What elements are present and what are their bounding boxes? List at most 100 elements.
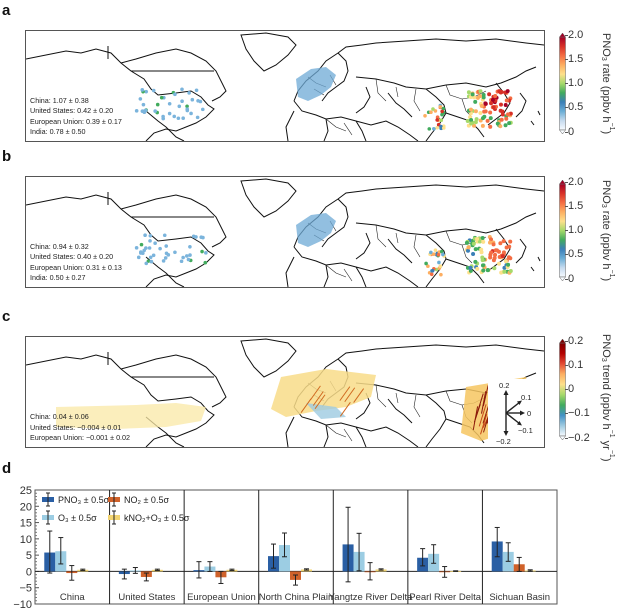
station-point xyxy=(194,235,198,239)
station-point xyxy=(503,123,508,128)
station-point xyxy=(502,269,507,274)
station-point xyxy=(478,110,483,115)
stat-united-states: United States: 0.40 ± 0.20 xyxy=(30,252,114,262)
coastline xyxy=(26,354,215,447)
station-point xyxy=(439,249,444,254)
stat-china: China: 1.07 ± 0.38 xyxy=(30,95,89,105)
station-point xyxy=(485,268,490,273)
station-point xyxy=(491,258,496,263)
station-point xyxy=(151,88,156,93)
station-point xyxy=(505,89,510,94)
station-point xyxy=(434,267,439,272)
coastline xyxy=(285,256,295,287)
coastline xyxy=(321,52,349,102)
station-point xyxy=(493,252,498,257)
station-point xyxy=(473,120,478,125)
station-point xyxy=(166,253,171,257)
trend-arrow xyxy=(481,391,487,414)
y-tick-label: 20 xyxy=(20,501,32,513)
legend-item-k: kNO₂+O₃ ± 0.5σ xyxy=(108,510,190,525)
station-point xyxy=(139,242,144,247)
coastline xyxy=(120,194,227,248)
station-point xyxy=(138,97,143,101)
station-point xyxy=(489,101,494,106)
station-point xyxy=(441,106,446,111)
station-point xyxy=(495,121,500,126)
station-point xyxy=(501,250,506,255)
station-point xyxy=(481,95,486,100)
coastline xyxy=(293,184,544,248)
station-point xyxy=(499,117,504,122)
legend-label: kNO₂+O₃ ± 0.5σ xyxy=(124,513,190,523)
station-point xyxy=(200,249,204,254)
country-border xyxy=(461,244,473,264)
station-point xyxy=(177,104,182,109)
station-point xyxy=(506,112,511,117)
station-point xyxy=(482,114,487,119)
station-point xyxy=(439,118,444,123)
station-point xyxy=(473,247,478,252)
coastline xyxy=(120,354,227,408)
station-point xyxy=(498,102,503,107)
category-label: United States xyxy=(118,592,175,603)
station-point xyxy=(185,104,189,109)
station-point xyxy=(148,233,153,238)
coastline xyxy=(285,416,295,447)
station-point xyxy=(195,115,200,120)
map-panel-c: China: 0.04 ± 0.06 United States: −0.004… xyxy=(25,336,545,448)
station-point xyxy=(466,248,471,253)
title-part: PNO xyxy=(600,33,613,57)
colorbar-tick: 0.5 xyxy=(564,101,584,113)
stat-european-union: European Union: 0.39 ± 0.17 xyxy=(30,116,122,126)
map-panel-b: China: 0.94 ± 0.32 United States: 0.40 ±… xyxy=(25,176,545,288)
station-point xyxy=(504,116,509,121)
coastline xyxy=(355,266,367,287)
station-point xyxy=(469,121,474,126)
station-point xyxy=(488,255,493,260)
country-border xyxy=(375,78,421,112)
station-point xyxy=(483,101,488,106)
trend-arrow xyxy=(482,385,489,407)
trend-arrow xyxy=(480,413,488,435)
station-point xyxy=(189,111,193,116)
station-point xyxy=(148,255,153,260)
europe-trend-region xyxy=(271,369,376,417)
trend-arrow xyxy=(344,387,356,403)
coastline xyxy=(355,212,537,236)
station-point xyxy=(465,119,470,124)
station-point xyxy=(198,99,203,104)
station-point xyxy=(480,255,485,260)
y-tick-label: 25 xyxy=(20,485,32,497)
colorbar-tick: 2.0 xyxy=(564,176,584,188)
stat-european-union: European Union: −0.001 ± 0.02 xyxy=(30,433,131,443)
station-point xyxy=(475,266,480,271)
category-label: North China Plain xyxy=(259,592,333,603)
title-part: rate (ppbv h xyxy=(600,207,613,270)
colorbar-tick: 1.5 xyxy=(564,53,584,65)
coastline xyxy=(387,92,413,118)
station-point xyxy=(433,109,438,113)
us-trend-region xyxy=(56,403,206,429)
station-point xyxy=(482,109,487,114)
map-panel-a: China: 1.07 ± 0.38 United States: 0.42 ±… xyxy=(25,30,545,142)
station-point xyxy=(164,244,169,248)
world-map-b xyxy=(26,178,544,287)
station-point xyxy=(508,269,513,274)
station-point xyxy=(188,253,192,257)
stat-india: India: 0.50 ± 0.27 xyxy=(30,273,86,283)
station-point xyxy=(500,109,505,114)
station-point xyxy=(148,239,152,243)
station-point xyxy=(468,265,473,270)
coastline xyxy=(515,238,527,264)
colorbar-title-c: PNO3 trend (ppbv h−1 yr−1) xyxy=(600,334,615,462)
coastline xyxy=(240,32,297,72)
country-border xyxy=(325,424,353,442)
station-point xyxy=(477,239,482,244)
station-point xyxy=(473,259,478,264)
station-point xyxy=(490,97,495,102)
station-point xyxy=(429,250,433,255)
country-border xyxy=(375,224,421,258)
station-point xyxy=(172,114,177,119)
trend-arrow xyxy=(310,385,321,401)
arrow-key-label: −0.2 xyxy=(496,437,511,445)
